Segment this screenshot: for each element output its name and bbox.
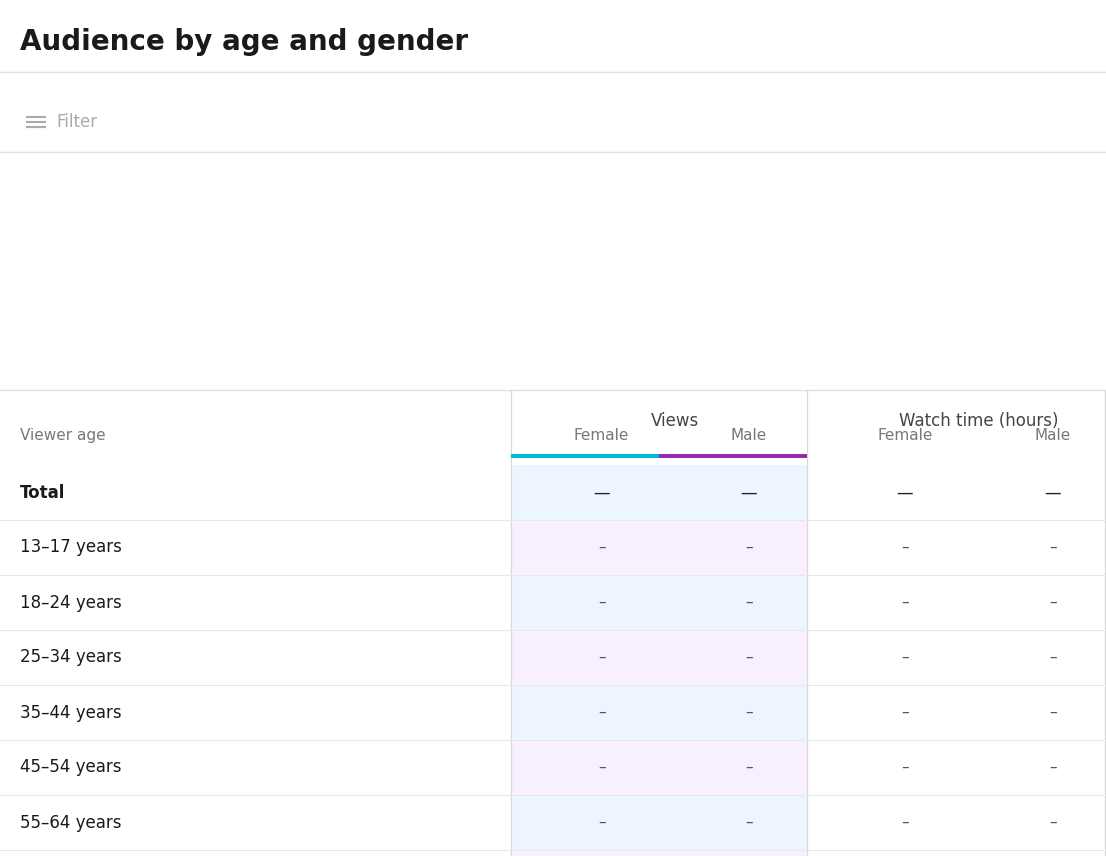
Text: –: – [1050,705,1056,720]
Text: –: – [1050,650,1056,665]
Text: —: — [740,484,758,502]
Text: –: – [901,595,908,610]
Text: —: — [593,484,611,502]
Text: –: – [1050,540,1056,555]
Text: –: – [1050,595,1056,610]
Bar [511,795,807,850]
Bar [511,740,807,795]
Text: –: – [598,760,605,775]
Text: 45–54 years: 45–54 years [20,758,122,776]
Bar [511,850,807,856]
Text: Female: Female [574,428,629,443]
Text: –: – [745,760,752,775]
Text: Watch time (hours): Watch time (hours) [899,412,1058,430]
Text: –: – [598,815,605,830]
Text: –: – [745,815,752,830]
Text: –: – [745,705,752,720]
Text: –: – [1050,815,1056,830]
Bar [511,520,807,575]
Text: 13–17 years: 13–17 years [20,538,122,556]
Text: 55–64 years: 55–64 years [20,813,122,831]
Text: Filter: Filter [56,113,97,131]
Text: –: – [598,650,605,665]
Text: –: – [598,595,605,610]
Bar [659,454,807,458]
Text: Female: Female [877,428,932,443]
Text: –: – [745,595,752,610]
Bar [511,630,807,685]
Text: –: – [1050,760,1056,775]
Text: —: — [1044,484,1062,502]
Text: –: – [598,540,605,555]
Bar [511,465,807,520]
Text: Total: Total [20,484,65,502]
Text: –: – [598,705,605,720]
Text: –: – [901,815,908,830]
Bar [511,575,807,630]
Text: Male: Male [1035,428,1071,443]
Text: Audience by age and gender: Audience by age and gender [20,28,468,56]
Text: 18–24 years: 18–24 years [20,593,122,611]
Text: Views: Views [650,412,699,430]
Text: –: – [901,705,908,720]
Text: –: – [745,650,752,665]
Text: 35–44 years: 35–44 years [20,704,122,722]
Text: –: – [901,540,908,555]
Text: Male: Male [731,428,766,443]
Text: 25–34 years: 25–34 years [20,649,122,667]
Text: –: – [901,650,908,665]
Bar [511,685,807,740]
Text: –: – [901,760,908,775]
Text: –: – [745,540,752,555]
Bar [511,454,659,458]
Text: —: — [896,484,914,502]
Text: Viewer age: Viewer age [20,428,105,443]
